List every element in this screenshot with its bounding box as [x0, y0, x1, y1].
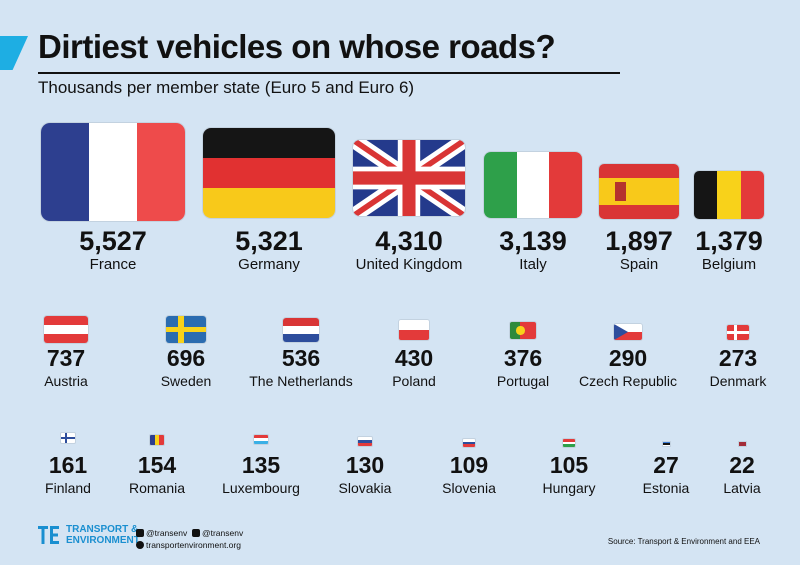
spain-flag-icon [599, 164, 679, 219]
value-label: 161 [48, 452, 88, 478]
value-label: 376 [503, 345, 543, 371]
country-label: Sweden [160, 373, 212, 389]
facebook-handle[interactable]: @transenv [201, 528, 244, 538]
czech-flag-icon [614, 324, 642, 340]
country-label: Italy [519, 256, 547, 273]
uk-flag-icon [353, 140, 465, 216]
country-label: The Netherlands [249, 373, 353, 389]
value-label: 105 [549, 452, 589, 478]
value-label: 109 [449, 452, 489, 478]
value-label: 5,527 [79, 226, 147, 256]
country-label: Belgium [701, 256, 757, 273]
country-label: Portugal [496, 373, 550, 389]
portugal-flag-icon [510, 322, 536, 339]
country-label: Estonia [642, 480, 690, 496]
website-link[interactable]: transportenvironment.org [146, 540, 241, 550]
denmark-flag-icon [727, 325, 749, 340]
twitter-icon [136, 529, 144, 537]
finland-flag-icon [61, 433, 75, 443]
country-label: United Kingdom [355, 256, 463, 273]
country-label: Denmark [709, 373, 767, 389]
value-label: 5,321 [235, 226, 303, 256]
value-label: 3,139 [499, 226, 567, 256]
italy-flag-icon [484, 152, 582, 218]
country-label: Slovakia [338, 480, 392, 496]
country-label: Spain [619, 256, 659, 273]
title-underline [38, 72, 620, 74]
hungary-flag-icon [563, 439, 575, 447]
twitter-handle[interactable]: @transenv [146, 528, 188, 538]
facebook-icon [191, 529, 200, 537]
country-label: Romania [128, 480, 186, 496]
globe-icon [136, 541, 144, 549]
value-label: 135 [241, 452, 281, 478]
logo-line-1: TRANSPORT & [66, 524, 139, 535]
luxembourg-flag-icon [254, 435, 268, 444]
te-logo: TRANSPORT & ENVIRONMENT [38, 524, 140, 546]
country-label: Luxembourg [222, 480, 300, 496]
value-label: 737 [46, 345, 86, 371]
country-label: Finland [45, 480, 91, 496]
poland-flag-icon [399, 320, 429, 340]
value-label: 290 [608, 345, 648, 371]
austria-flag-icon [44, 316, 88, 343]
value-label: 22 [729, 452, 755, 478]
slovakia-flag-icon [358, 437, 372, 446]
chart-subtitle: Thousands per member state (Euro 5 and E… [38, 78, 415, 97]
country-label: France [89, 256, 137, 273]
te-logo-icon [38, 524, 60, 546]
value-label: 130 [345, 452, 385, 478]
value-label: 27 [653, 452, 679, 478]
value-label: 1,897 [605, 226, 673, 256]
france-flag-icon [41, 123, 185, 221]
country-label: Hungary [542, 480, 596, 496]
value-label: 536 [281, 345, 321, 371]
value-label: 273 [718, 345, 758, 371]
chart-title: Dirtiest vehicles on whose roads? [38, 28, 556, 65]
country-label: Poland [392, 373, 436, 389]
slovenia-flag-icon [463, 439, 475, 447]
country-label: Czech Republic [578, 373, 678, 389]
netherlands-flag-icon [283, 318, 319, 342]
romania-flag-icon [150, 435, 164, 445]
value-label: 4,310 [375, 226, 443, 256]
sweden-flag-icon [166, 316, 206, 343]
value-label: 696 [166, 345, 206, 371]
country-label: Germany [238, 256, 300, 273]
estonia-flag-icon [662, 442, 670, 446]
social-links: @transenv @transenv transportenvironment… [136, 527, 243, 551]
source-note: Source: Transport & Environment and EEA [607, 537, 760, 546]
value-label: 430 [394, 345, 434, 371]
germany-flag-icon [203, 128, 335, 218]
belgium-flag-icon [694, 171, 764, 219]
value-label: 154 [137, 452, 177, 478]
country-label: Latvia [723, 480, 761, 496]
country-label: Austria [44, 373, 88, 389]
latvia-flag-icon [738, 442, 746, 446]
logo-line-2: ENVIRONMENT [66, 535, 140, 546]
country-label: Slovenia [442, 480, 496, 496]
value-label: 1,379 [695, 226, 763, 256]
